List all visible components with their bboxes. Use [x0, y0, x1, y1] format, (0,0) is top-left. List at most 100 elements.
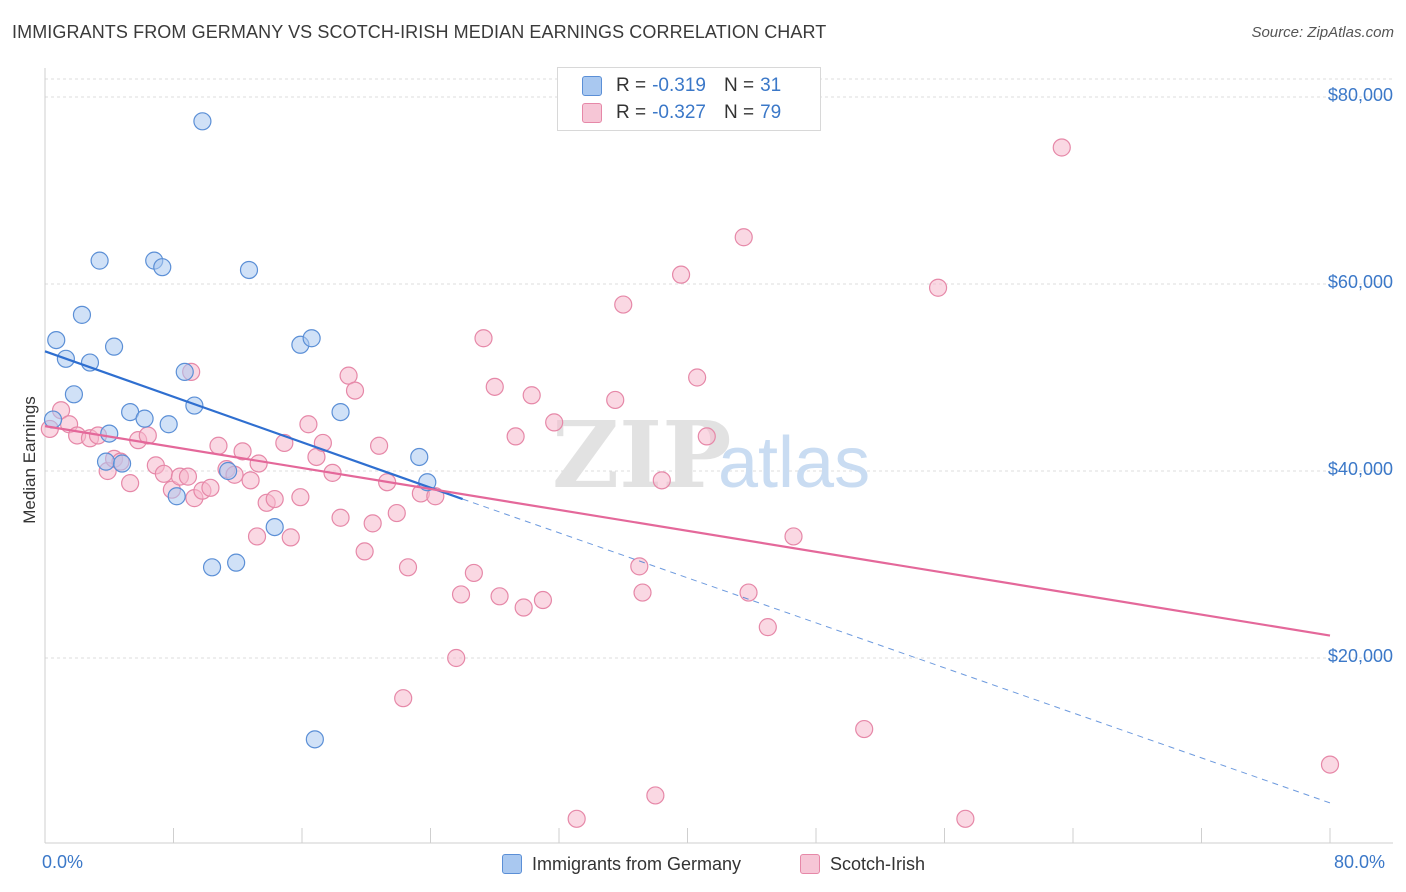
scotch-irish-points [40, 138, 1340, 828]
scotch-irish-point [265, 489, 284, 509]
legend-swatch-germany [582, 76, 602, 96]
scotch-irish-point [758, 618, 777, 637]
legend-swatch-scotch-irish [582, 103, 602, 123]
scotch-irish-point [339, 366, 358, 385]
scotch-irish-point [567, 809, 586, 828]
scotch-irish-point [522, 386, 541, 405]
scotch-irish-point [545, 413, 564, 432]
scotch-irish-point [533, 590, 553, 610]
chart-source: Source: ZipAtlas.com [1251, 24, 1394, 41]
scotch-irish-point [233, 442, 252, 461]
legend-r-value: -0.327 [652, 102, 706, 123]
scotch-irish-point [178, 467, 198, 486]
scotch-irish-point [121, 474, 140, 493]
scotch-irish-point [331, 508, 350, 527]
y-tick-label: $60,000 [1327, 272, 1393, 292]
scotch-irish-point [447, 648, 466, 668]
legend-r-value: -0.319 [652, 75, 706, 96]
scotch-irish-point [387, 503, 406, 523]
scotch-irish-point [345, 381, 365, 400]
bottom-legend-label-scotch-irish: Scotch-Irish [830, 853, 926, 874]
legend-n-label: N = [723, 75, 755, 96]
scotch-irish-point [291, 488, 310, 507]
scotch-irish-point [614, 295, 633, 314]
axes [44, 68, 1393, 844]
bottom-legend-germany: Immigrants from Germany [502, 852, 741, 876]
germany-point [153, 258, 172, 277]
germany-point [265, 517, 284, 537]
scotch-irish-point [630, 557, 649, 576]
legend-r-label: R = [616, 75, 647, 96]
scotch-irish-point [398, 558, 418, 577]
germany-point [418, 473, 437, 492]
scotch-irish-point [855, 719, 874, 739]
scotch-irish-point [394, 689, 413, 708]
scotch-irish-point [474, 329, 493, 348]
legend-row-germany: R = -0.319 N = 31 [582, 74, 799, 98]
trend-lines [44, 350, 1331, 804]
scotch-irish-point [1052, 138, 1071, 157]
legend-r-label: R = [616, 102, 647, 123]
germany-point [193, 112, 212, 131]
y-tick-label: $20,000 [1327, 646, 1393, 666]
chart-title: IMMIGRANTS FROM GERMANY VS SCOTCH-IRISH … [12, 22, 827, 42]
germany-point [302, 329, 321, 348]
scotch-irish-point [652, 471, 671, 490]
scotch-irish-point [928, 278, 948, 297]
x-tick-min: 0.0% [42, 852, 84, 872]
scotch-irish-point [464, 563, 483, 583]
germany-point [135, 409, 154, 428]
germany-point [167, 487, 186, 506]
scotch-irish-point [201, 478, 220, 497]
germany-point [100, 424, 119, 443]
scotch-irish-point [281, 528, 300, 547]
legend-row-scotch-irish: R = -0.327 N = 79 [582, 101, 799, 125]
germany-trend-line [44, 350, 463, 501]
scotch-irish-point [784, 527, 803, 546]
scotch-irish-point [506, 427, 525, 446]
y-tick-label: $40,000 [1327, 459, 1393, 479]
germany-point [227, 553, 246, 572]
legend: R = -0.319 N = 31 R = -0.327 N = 79 [557, 67, 821, 131]
legend-n-label: N = [723, 102, 755, 123]
germany-point [410, 447, 429, 467]
scotch-irish-point [697, 427, 716, 446]
germany-trend-extension [462, 498, 1331, 804]
scotch-irish-point [209, 436, 228, 455]
germany-point [72, 305, 92, 324]
bottom-legend-label-germany: Immigrants from Germany [532, 853, 742, 874]
germany-point [47, 331, 66, 350]
scotch-irish-point [370, 436, 389, 455]
germany-point [239, 260, 259, 280]
scotch-irish-point [355, 542, 374, 561]
scotch-irish-point [1320, 755, 1340, 774]
germany-point [202, 558, 222, 577]
bottom-legend-swatch-scotch-irish [800, 854, 820, 874]
germany-points [43, 112, 437, 749]
scotch-irish-point [247, 527, 267, 546]
scotch-irish-point [490, 587, 509, 606]
scotch-irish-point [633, 583, 652, 602]
scotch-irish-point [363, 514, 382, 533]
scotch-irish-point [734, 228, 753, 247]
scotch-irish-point [154, 464, 173, 483]
scotch-irish-point [606, 390, 625, 410]
scotch-irish-point [241, 471, 260, 490]
scotch-irish-point [514, 598, 533, 617]
legend-n-value: 79 [760, 102, 782, 123]
scotch-irish-point [739, 583, 758, 602]
germany-point [64, 385, 84, 404]
legend-n-value: 31 [760, 75, 782, 96]
bottom-legend-scotch-irish: Scotch-Irish [800, 852, 925, 876]
scotch-irish-point [485, 377, 504, 396]
bottom-legend-swatch-germany [502, 854, 522, 874]
gridlines [45, 78, 1393, 659]
scotch-irish-trend-line [44, 425, 1331, 637]
germany-point [331, 402, 350, 422]
x-tick-max: 80.0% [1334, 852, 1386, 872]
germany-point [159, 415, 178, 434]
scotch-irish-point [956, 809, 975, 828]
scotch-irish-point [646, 786, 665, 805]
germany-point [175, 362, 194, 381]
